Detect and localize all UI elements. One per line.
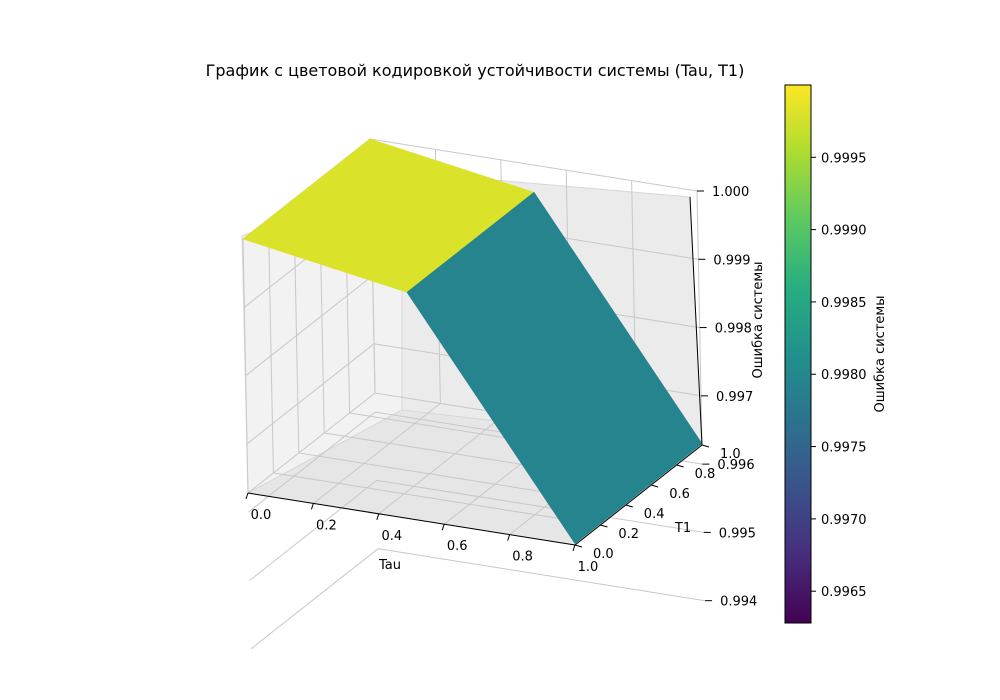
x-axis-label: Tau [378,558,401,573]
z-axis-line [689,196,703,446]
x-tick [376,513,380,520]
x-tick [310,503,314,510]
y-tick-label: 0.0 [593,547,614,562]
colorbar-tick-label: 0.9975 [821,441,867,456]
colorbar-ticks: 0.9965 0.9970 0.9975 0.9980 0.9985 0.9990 0.99… [811,151,867,600]
x-tick-label: 1.0 [578,560,599,575]
chart-title: График с цветовой кодировкой устойчивост… [206,61,745,80]
colorbar-tick-label: 0.9980 [821,368,867,383]
z-axis-label: Ошибка системы [751,262,766,379]
colorbar-tick-label: 0.9990 [821,224,867,239]
grid-line-y [267,218,601,526]
x-tick [507,534,511,541]
y-tick [651,484,659,488]
y-tick [676,464,684,468]
axes-ticks [245,190,713,602]
y-tick-label: 1.0 [720,447,741,462]
x-tick-label: 0.6 [447,539,468,554]
x-tick-label: 0.8 [512,550,533,565]
colorbar-tick-label: 0.9970 [821,513,867,528]
surface-plot [242,138,703,545]
z-tick-label: 0.994 [720,595,757,610]
axis-tick-labels: 0.00.20.40.60.81.00.00.20.40.60.81.00.99… [251,185,758,610]
surface-face [406,241,639,545]
colorbar-tick-label: 0.9985 [821,296,867,311]
x-tick-label: 0.2 [316,518,337,533]
x-axis-line [247,492,576,546]
y-tick [574,544,583,548]
grid-line-y [293,198,626,506]
y-tick [701,444,710,448]
y-tick-label: 0.4 [644,507,665,522]
x-tick-label: 0.4 [381,529,402,544]
z-tick-label: 0.999 [713,253,750,268]
y-tick-label: 0.2 [618,527,639,542]
x-tick-label: 0.0 [251,508,272,523]
colorbar-tick-label: 0.9965 [821,585,867,600]
z-tick-label: 0.997 [716,390,753,405]
x-tick [572,544,576,552]
z-tick-label: 1.000 [712,185,749,200]
y-axis-label: T1 [674,521,691,536]
y-tick [600,524,608,528]
z-tick-label: 0.996 [717,458,754,473]
z-tick-label: 0.995 [719,526,756,541]
x-tick [441,524,445,531]
z-tick-label: 0.998 [715,322,752,337]
y-tick-label: 0.8 [695,467,716,482]
y-tick [625,504,633,508]
colorbar-tick-label: 0.9995 [821,151,867,166]
colorbar-label: Ошибка системы [873,296,888,413]
y-axis-line [574,444,703,546]
x-tick [245,492,249,500]
y-tick-label: 0.6 [669,487,690,502]
grid-line-z [250,548,706,650]
colorbar [784,84,812,624]
